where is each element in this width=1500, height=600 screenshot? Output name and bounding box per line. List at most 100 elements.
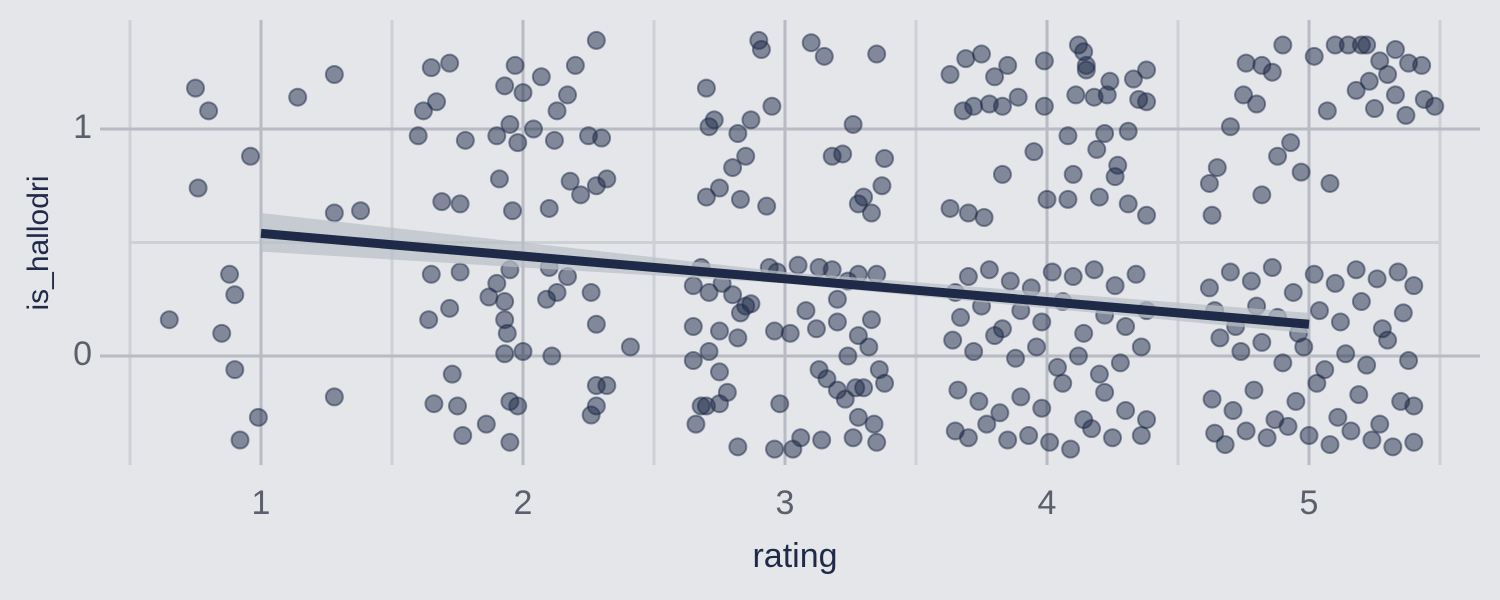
point [186,78,205,98]
point [225,285,245,305]
point [1341,421,1361,441]
point [1058,126,1078,146]
point [597,169,617,189]
point [1202,205,1222,225]
point [765,439,785,459]
point [413,101,433,121]
point [1116,317,1136,337]
point [985,326,1005,346]
point [762,96,782,116]
point [848,194,868,214]
point [1137,205,1157,225]
point [1257,428,1277,448]
x-tick-label: 3 [776,484,795,522]
point [1399,351,1419,371]
point [1281,133,1301,153]
point [324,203,344,223]
y-axis-title: is_hallodri [22,175,55,310]
point [683,317,703,337]
point [1346,260,1366,280]
point [867,432,887,452]
point [544,130,564,150]
point [1220,117,1240,137]
x-tick-label: 1 [252,484,271,522]
point [508,133,528,153]
point [1137,92,1157,112]
point [1351,292,1371,312]
point [1019,425,1039,445]
point [1425,96,1445,116]
point [827,312,847,332]
point [1304,46,1324,66]
x-axis-title: rating [752,537,837,575]
point [972,44,991,64]
point [699,282,719,302]
point [455,130,475,150]
x-tick-label: 5 [1300,484,1319,522]
point [751,40,771,60]
point [875,148,895,168]
point [1393,303,1413,323]
point [450,194,470,214]
point [1349,385,1369,405]
point [1058,189,1078,209]
point [1325,273,1345,293]
point [592,128,612,148]
point [814,46,834,66]
point [495,344,515,364]
point [1378,64,1398,84]
point [1011,387,1031,407]
point [1063,164,1083,184]
point [985,67,1005,87]
point [1252,332,1272,352]
point [833,144,853,164]
point [1241,271,1261,291]
point [448,396,467,416]
point [1089,187,1109,207]
point [560,171,580,191]
point [854,378,874,398]
point [958,267,978,287]
point [1244,380,1264,400]
point [1223,401,1243,421]
point [1032,312,1052,332]
point [230,430,250,450]
point [324,387,344,407]
point [1037,189,1057,209]
point [571,185,591,205]
point [1202,389,1222,409]
point [1137,60,1157,80]
point [1320,435,1340,455]
point [859,337,879,357]
point [990,403,1010,423]
point [1097,85,1117,105]
point [508,396,528,416]
point [717,382,737,402]
point [432,192,452,212]
point [1047,357,1067,377]
point [539,198,559,218]
point [479,287,499,307]
point [861,310,881,330]
point [1215,435,1235,455]
x-tick-label: 4 [1038,484,1057,522]
point [1357,35,1377,55]
point [864,414,884,434]
point [788,255,808,275]
fit-line [260,228,1310,329]
point [723,158,743,178]
point [699,341,719,361]
point [1367,269,1387,289]
point [827,289,847,309]
point [1385,85,1405,105]
point [683,351,703,371]
point [765,321,785,341]
point [1042,262,1062,282]
point [1207,158,1227,178]
point [408,126,428,146]
point [1053,373,1073,393]
point [1294,337,1314,357]
point [1317,101,1337,121]
point [875,373,895,393]
point [1370,414,1390,434]
